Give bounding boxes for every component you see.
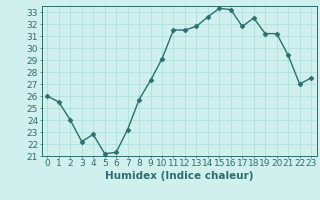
X-axis label: Humidex (Indice chaleur): Humidex (Indice chaleur) [105, 171, 253, 181]
